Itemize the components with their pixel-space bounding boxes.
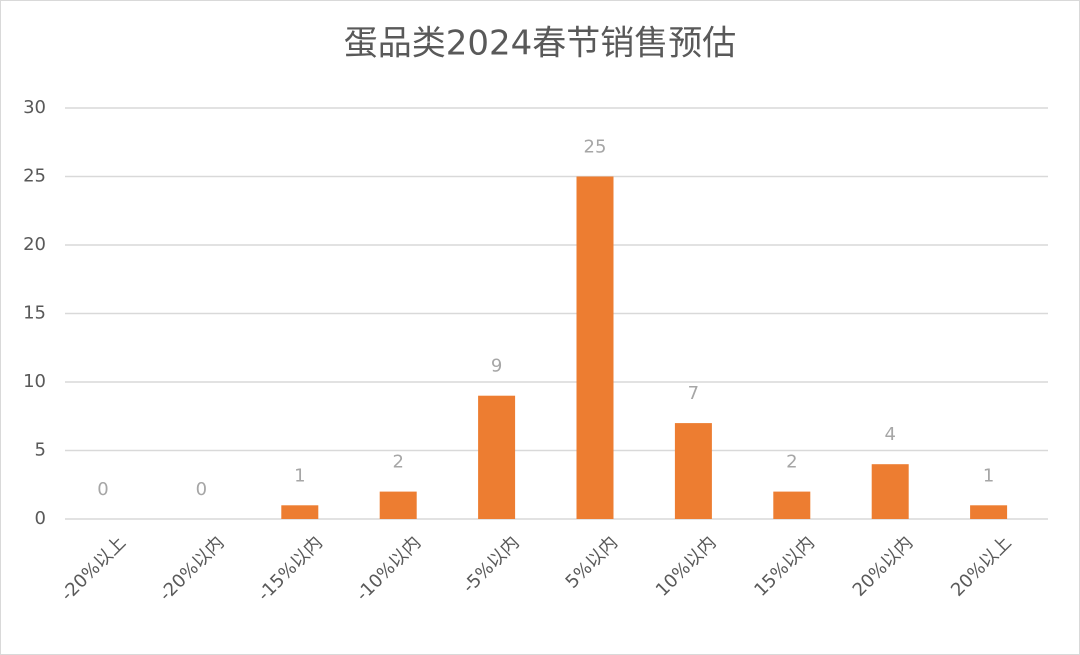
y-tick-label: 5 [35, 440, 46, 461]
value-label: 0 [196, 479, 207, 500]
bar [871, 464, 909, 519]
value-label: 1 [294, 465, 305, 486]
bar [970, 505, 1008, 519]
value-label: 2 [786, 452, 797, 473]
bar [576, 176, 614, 519]
value-label: 1 [983, 465, 994, 486]
chart-title: 蛋品类2024春节销售预估 [344, 24, 737, 64]
value-label: 7 [688, 383, 699, 404]
value-label: 0 [97, 479, 108, 500]
y-tick-label: 20 [23, 234, 46, 255]
value-label: 25 [584, 137, 607, 158]
y-tick-label: 30 [23, 97, 46, 118]
bar [379, 491, 417, 519]
bar [773, 491, 811, 519]
bar [478, 395, 516, 519]
value-label: 2 [392, 452, 403, 473]
bar [281, 505, 319, 519]
y-tick-label: 0 [35, 508, 46, 529]
value-label: 4 [884, 424, 895, 445]
value-label: 9 [491, 356, 502, 377]
y-tick-label: 10 [23, 371, 46, 392]
bar [674, 423, 712, 519]
y-tick-label: 15 [23, 303, 46, 324]
y-tick-label: 25 [23, 166, 46, 187]
